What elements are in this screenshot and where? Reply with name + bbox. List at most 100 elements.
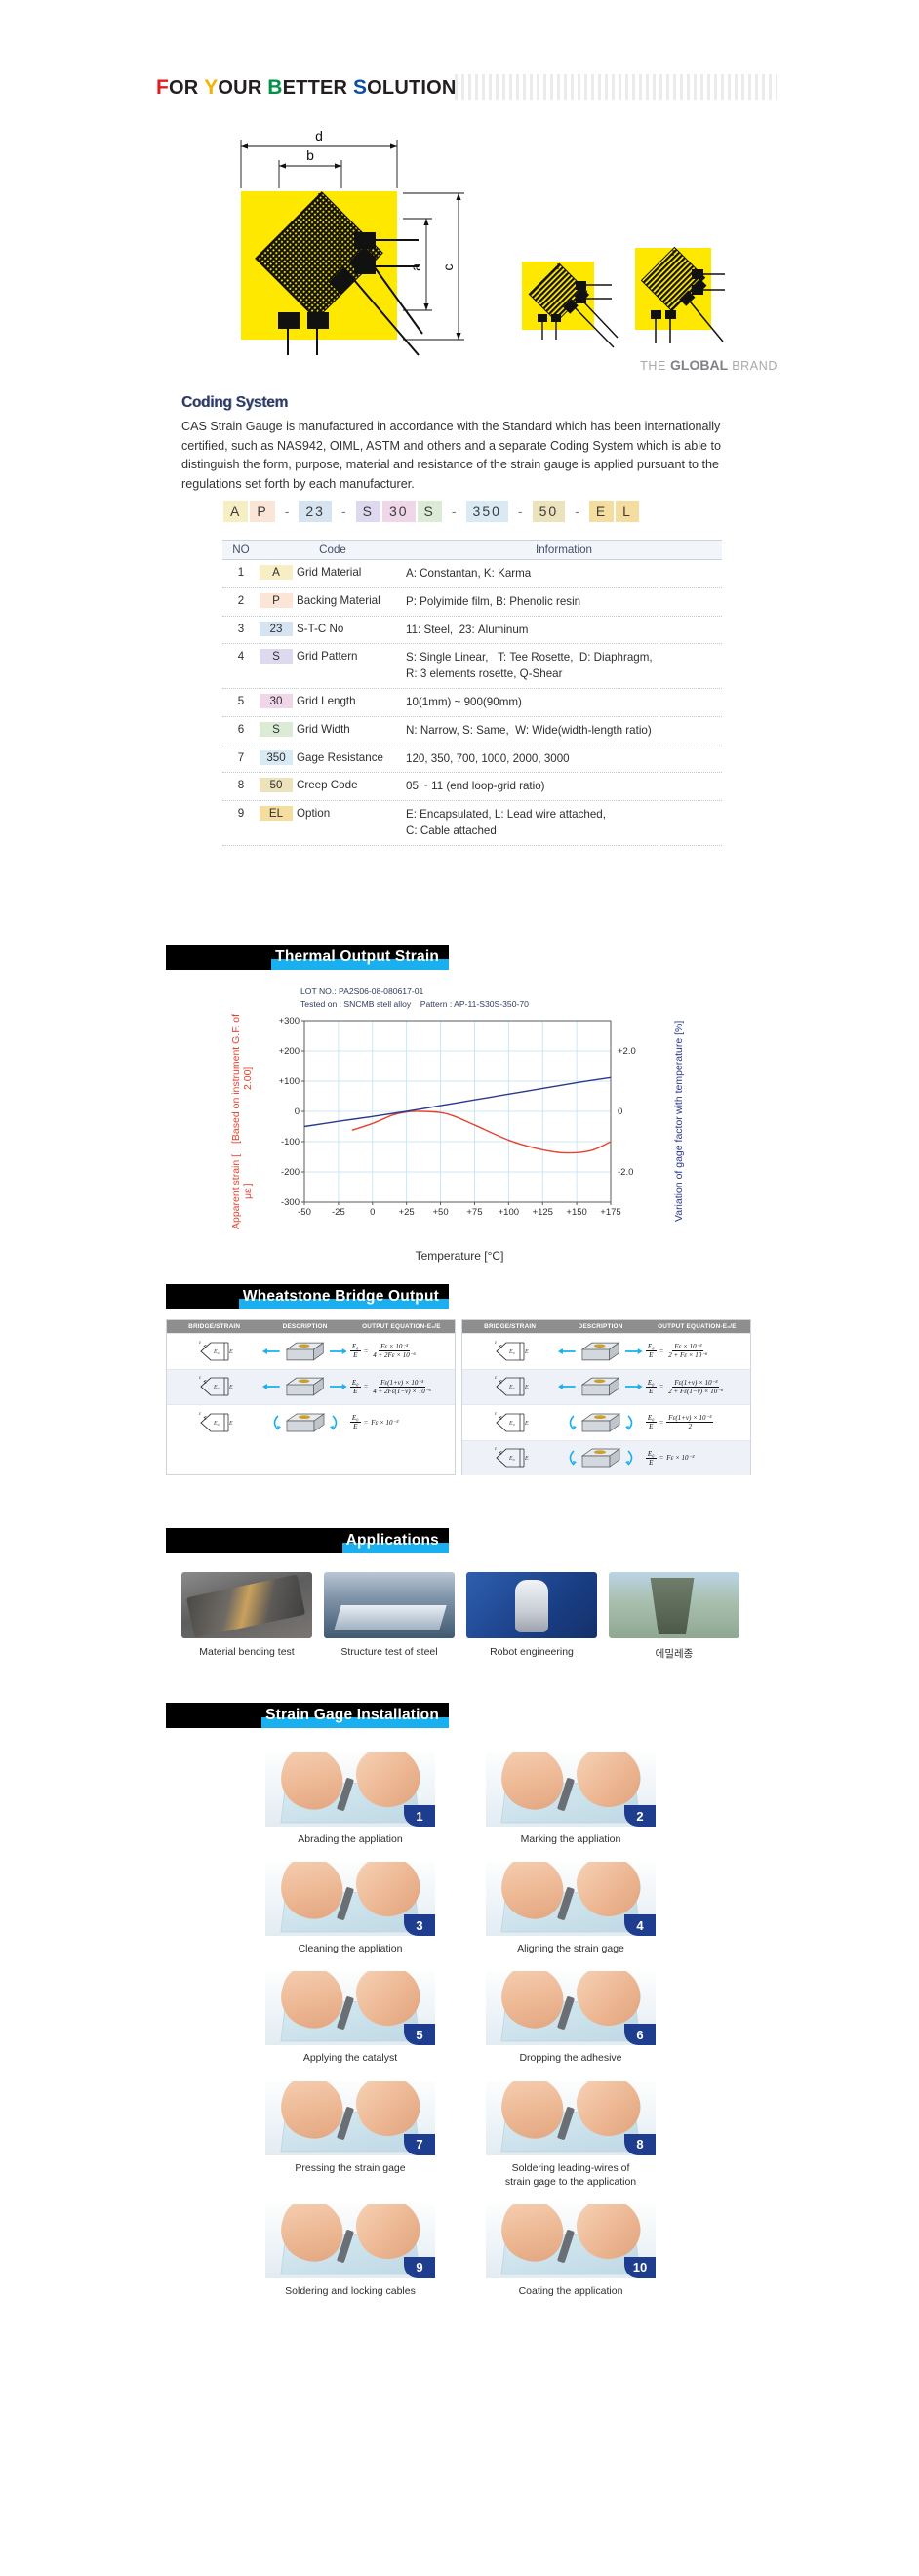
row-code: A — [260, 565, 293, 580]
row-code: S — [260, 649, 293, 664]
step-photo: 7 — [265, 2080, 435, 2155]
equation-denominator: 4 + 2Fε(1−ν) × 10⁻⁶ — [373, 1387, 431, 1395]
y-tick-right: 0 — [618, 1107, 622, 1117]
installation-step: 9 Soldering and locking cables — [265, 2203, 435, 2298]
wb-col-output: OUTPUT EQUATION-E₀/E — [362, 1323, 441, 1330]
bend-arrow-icon — [624, 1450, 632, 1466]
section-banner-wheatstone: Wheatstone Bridge Output — [166, 1284, 449, 1309]
code-chip-350: 350 — [465, 501, 508, 522]
step-caption: Applying the catalyst — [302, 2052, 398, 2065]
application-item: Material bending test — [181, 1572, 312, 1661]
global-brand-tagline: THE GLOBAL BRAND — [640, 357, 778, 373]
step-photo: 3 — [265, 1862, 435, 1937]
svg-text:E: E — [228, 1349, 233, 1355]
equation-lhs: E₀ E — [349, 1343, 361, 1360]
equation-fraction: Fε × 10⁻³ 2 + Fε × 10⁻⁶ — [666, 1343, 709, 1359]
dimension-d — [240, 140, 398, 188]
x-tick: +75 — [466, 1207, 482, 1218]
wheatstone-header-left: BRIDGE/STRAIN DESCRIPTION OUTPUT EQUATIO… — [167, 1320, 455, 1333]
installation-step: 6 Dropping the adhesive — [486, 1971, 656, 2065]
wb-col-output: OUTPUT EQUATION-E₀/E — [658, 1323, 737, 1330]
installation-step: 8 Soldering leading-wires of strain gage t… — [486, 2080, 656, 2189]
bridge-circuit-icon: E₀ Eε — [199, 1376, 233, 1396]
lead-wires — [287, 239, 423, 356]
row-code: 50 — [260, 778, 293, 793]
row-code: 350 — [260, 749, 293, 765]
chart-ylabel-left-line2: [Based on instrument G.F. of 2.00] — [230, 1013, 254, 1144]
equation-denominator: 2 + Fε × 10⁻⁶ — [668, 1351, 708, 1360]
coding-system-title: Coding System — [181, 394, 288, 411]
output-equation: E₀ E = Fε × 10⁻³ — [645, 1449, 695, 1467]
row-no: 1 — [237, 566, 245, 579]
step-caption: Dropping the adhesive — [519, 2052, 622, 2065]
tension-arrow-icon — [262, 1384, 281, 1390]
x-tick: -50 — [298, 1207, 311, 1218]
equation-fraction: Fε(1+ν) × 10⁻³ 2 — [666, 1414, 714, 1430]
wheatstone-bridge-table: BRIDGE/STRAIN DESCRIPTION OUTPUT EQUATIO… — [166, 1319, 751, 1475]
svg-text:ε: ε — [495, 1376, 497, 1381]
installation-step: 3 Cleaning the appliation — [265, 1862, 435, 1955]
row-info: 05 ~ 11 (end loop-grid ratio) — [406, 780, 545, 793]
step-caption: Marking the appliation — [520, 1833, 621, 1845]
application-photo — [466, 1572, 597, 1638]
column-header-code: Code — [319, 543, 346, 556]
output-equation-cell: E₀ E = Fε × 10⁻³ 2 + Fε × 10⁻⁶ — [644, 1343, 750, 1359]
bend-arrow-icon — [569, 1415, 577, 1430]
wb-col-description: DESCRIPTION — [282, 1323, 328, 1330]
row-info: P: Polyimide film, B: Phenolic resin — [406, 594, 581, 608]
row-no: 7 — [237, 750, 245, 764]
output-equation: E₀ E = Fε(1+ν) × 10⁻³ 4 + 2Fε(1−ν) × 10⁻⁶ — [349, 1378, 431, 1395]
equation-lhs: E₀ E — [645, 1343, 657, 1360]
bend-arrow-icon — [569, 1450, 577, 1466]
code-chip-s: S — [355, 501, 380, 522]
step-caption: Soldering leading-wires of strain gage to… — [504, 2161, 637, 2188]
application-photo — [181, 1572, 312, 1638]
table-row: 7 350 Gage Resistance 120, 350, 700, 1000, … — [222, 745, 722, 774]
row-info: E: Encapsulated, L: Lead wire attached, C… — [406, 808, 606, 837]
bridge-circuit-icon: E₀ Eε — [495, 1447, 529, 1468]
step-photo: 4 — [486, 1862, 656, 1937]
series-apparent-strain — [351, 1110, 612, 1154]
table-row: 2 P Backing Material P: Polyimide film, B: … — [222, 588, 722, 617]
equation-denominator: 4 + 2Fε × 10⁻⁶ — [373, 1351, 416, 1360]
svg-text:ε: ε — [199, 1376, 201, 1381]
description-cell — [261, 1373, 348, 1400]
coding-table: NO Code Information 1 A Grid Material A: Co… — [222, 540, 722, 846]
row-name: S-T-C No — [297, 622, 344, 635]
row-info: 10(1mm) ~ 900(90mm) — [406, 695, 522, 708]
description-cell — [557, 1373, 644, 1400]
installation-step: 2 Marking the appliation — [486, 1752, 656, 1846]
chart-annotations: LOT NO.: PA2S06-08-080617-01 Tested on :… — [300, 986, 529, 1011]
bridge-circuit-icon: E₀ Eε — [495, 1412, 529, 1432]
tension-arrow-icon — [330, 1348, 347, 1354]
installation-step-row: 3 Cleaning the appliation 4 Aligning the st… — [265, 1862, 656, 1955]
step-number-badge: 5 — [404, 2024, 435, 2046]
equation-numerator: Fε(1+ν) × 10⁻³ — [672, 1378, 720, 1388]
code-chip-30: 30 — [381, 501, 416, 522]
step-photo: 9 — [265, 2203, 435, 2278]
code-chip-l: L — [616, 501, 639, 522]
step-caption: Cleaning the appliation — [298, 1943, 403, 1955]
output-equation: E₀ E = Fε × 10⁻³ — [349, 1414, 399, 1431]
tension-arrow-icon — [625, 1384, 643, 1390]
svg-text:E: E — [524, 1385, 529, 1390]
code-chip-50: 50 — [532, 501, 566, 522]
step-photo: 8 — [486, 2080, 656, 2155]
application-caption: Material bending test — [199, 1646, 295, 1658]
x-tick: +50 — [432, 1207, 448, 1218]
bend-arrow-icon — [624, 1415, 632, 1430]
svg-text:E: E — [524, 1421, 529, 1427]
x-tick: +100 — [499, 1207, 519, 1218]
coding-system-paragraph: CAS Strain Gauge is manufactured in acco… — [181, 420, 722, 491]
slogan-letter-y: Y — [204, 76, 219, 99]
slogan-etter: ETTER — [282, 77, 353, 99]
row-code: 30 — [260, 693, 293, 708]
svg-text:E₀: E₀ — [508, 1349, 515, 1355]
coding-table-header: NO Code Information — [222, 540, 722, 560]
